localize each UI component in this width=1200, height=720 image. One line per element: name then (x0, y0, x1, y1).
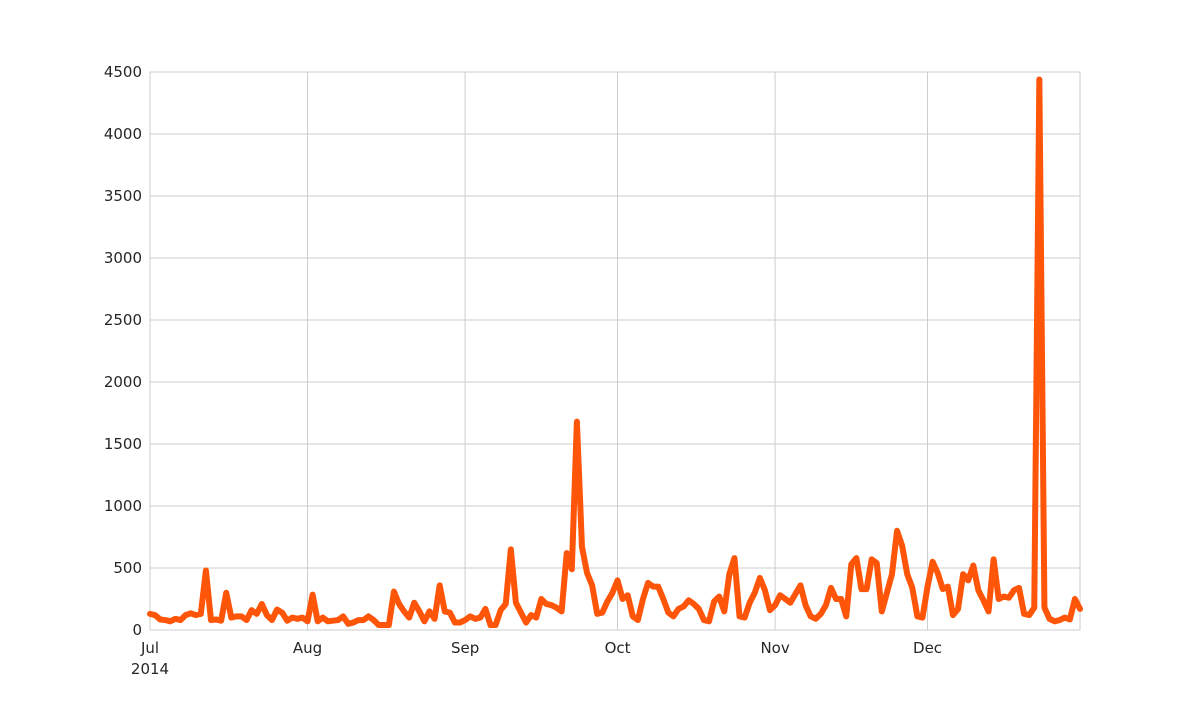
y-tick-label: 1000 (104, 497, 142, 515)
series-line-0 (147, 76, 1083, 629)
plot-frame (149, 71, 1081, 631)
y-tick-label: 500 (113, 559, 142, 577)
y-tick-label: 3000 (104, 249, 142, 267)
x-tick-label: Sep (451, 639, 479, 657)
y-tick-label: 2500 (104, 311, 142, 329)
series-layer (147, 76, 1083, 629)
x-tick-label: Dec (913, 639, 942, 657)
x-tick-label: Nov (760, 639, 789, 657)
x-tick-label: Jul (140, 639, 159, 657)
y-tick-label: 2000 (104, 373, 142, 391)
y-tick-label: 0 (132, 621, 142, 639)
tick-labels: 0 500 1000 1500 2000 2500 3000 3500 4000 4500 Jul 2… (104, 63, 942, 678)
x-tick-label: Aug (293, 639, 322, 657)
y-tick-label: 3500 (104, 187, 142, 205)
y-tick-label: 4000 (104, 125, 142, 143)
x-tick-sublabel: 2014 (131, 660, 169, 678)
y-tick-label: 4500 (104, 63, 142, 81)
x-tick-label: Oct (605, 639, 631, 657)
y-tick-label: 1500 (104, 435, 142, 453)
